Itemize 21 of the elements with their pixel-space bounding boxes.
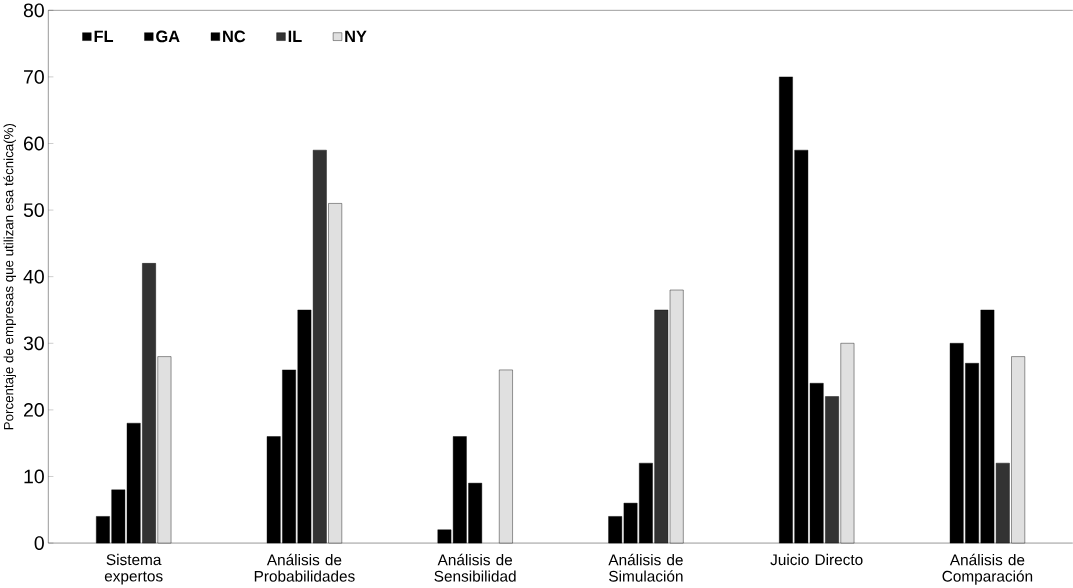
y-tick-label: 80	[23, 3, 44, 18]
legend-label: FL	[94, 30, 114, 42]
x-tick-label: Análisis de Sensibilidad	[434, 553, 516, 582]
y-tick-label: 0	[34, 536, 44, 550]
x-tick-label: Juicio Directo	[770, 553, 863, 566]
legend-label: GA	[156, 30, 180, 43]
y-axis-title: Porcentaje de empresas que utilizan esa técnica(%)	[3, 123, 16, 430]
x-tick-label: Análisis de Simulación	[608, 553, 683, 582]
y-tick-label: 30	[23, 336, 44, 351]
x-tick-label: Análisis de Probabilidades	[254, 553, 355, 582]
y-tick-label: 50	[23, 203, 44, 217]
y-tick-label: 70	[24, 69, 44, 84]
y-tick-label: 60	[24, 136, 44, 151]
legend-label: NY	[345, 30, 367, 42]
y-tick-label: 10	[24, 469, 44, 484]
y-tick-label: 40	[23, 269, 44, 284]
x-tick-label: Sistema expertos	[104, 553, 163, 585]
legend-label: IL	[288, 30, 302, 42]
legend-label: NC	[223, 30, 246, 43]
x-tick-label: Análisis de Comparación	[942, 553, 1033, 585]
y-tick-label: 20	[24, 402, 44, 417]
